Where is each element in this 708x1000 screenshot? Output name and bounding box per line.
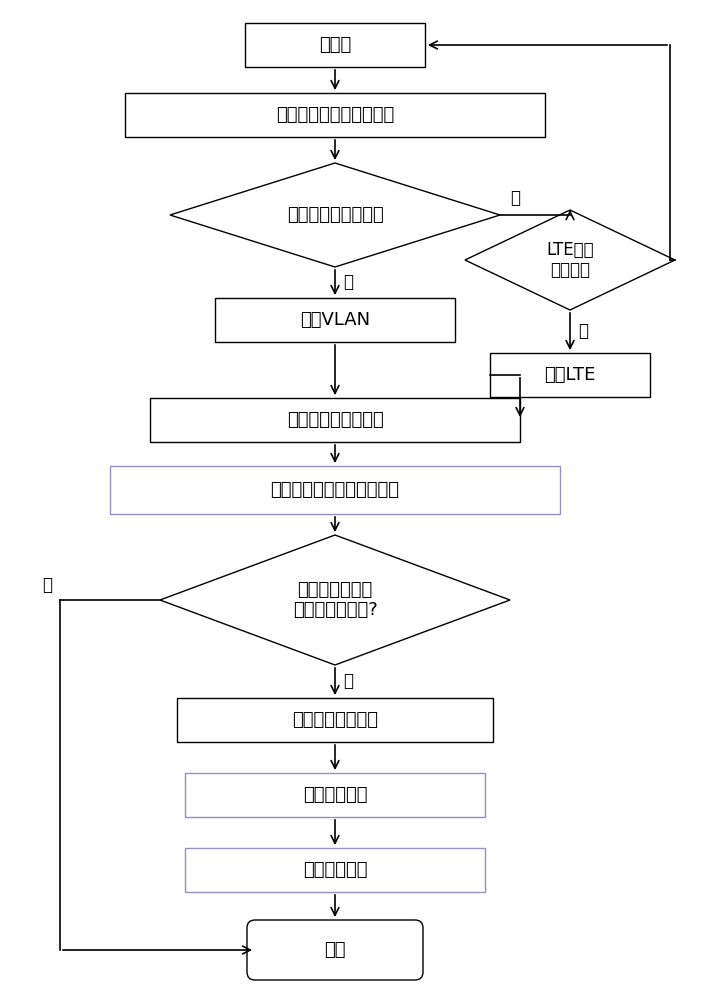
Polygon shape	[465, 210, 675, 310]
FancyBboxPatch shape	[185, 848, 485, 892]
Text: 否: 否	[510, 189, 520, 207]
Polygon shape	[160, 535, 510, 665]
Text: 是: 是	[343, 672, 353, 690]
Text: 否: 否	[42, 576, 52, 594]
Text: 重新分配带宽: 重新分配带宽	[303, 861, 367, 879]
FancyBboxPatch shape	[215, 298, 455, 342]
Text: 接入VLAN: 接入VLAN	[300, 311, 370, 329]
Text: LTE网络
是否可用: LTE网络 是否可用	[546, 241, 594, 279]
Text: 结束: 结束	[324, 941, 346, 959]
FancyBboxPatch shape	[247, 920, 423, 980]
FancyBboxPatch shape	[150, 398, 520, 442]
Text: 按用户带宽需求降序排序: 按用户带宽需求降序排序	[276, 106, 394, 124]
Text: 调整用户接入网络: 调整用户接入网络	[292, 711, 378, 729]
Text: 可见光网络是否可用: 可见光网络是否可用	[287, 206, 383, 224]
Text: 测试调整后系统
否吐量是否提高?: 测试调整后系统 否吐量是否提高?	[292, 581, 377, 619]
FancyBboxPatch shape	[125, 93, 545, 137]
Text: 改进注水法分配功率: 改进注水法分配功率	[287, 411, 383, 429]
Text: 是: 是	[343, 273, 353, 291]
Text: 是: 是	[578, 322, 588, 340]
FancyBboxPatch shape	[185, 773, 485, 817]
FancyBboxPatch shape	[490, 353, 650, 397]
Text: 重新分配功率: 重新分配功率	[303, 786, 367, 804]
FancyBboxPatch shape	[110, 466, 560, 514]
Polygon shape	[170, 163, 500, 267]
Text: 接入LTE: 接入LTE	[544, 366, 595, 384]
FancyBboxPatch shape	[177, 698, 493, 742]
Text: 穷举搜索调整用户接入网络: 穷举搜索调整用户接入网络	[270, 481, 399, 499]
Text: 初始化: 初始化	[319, 36, 351, 54]
FancyBboxPatch shape	[245, 23, 425, 67]
